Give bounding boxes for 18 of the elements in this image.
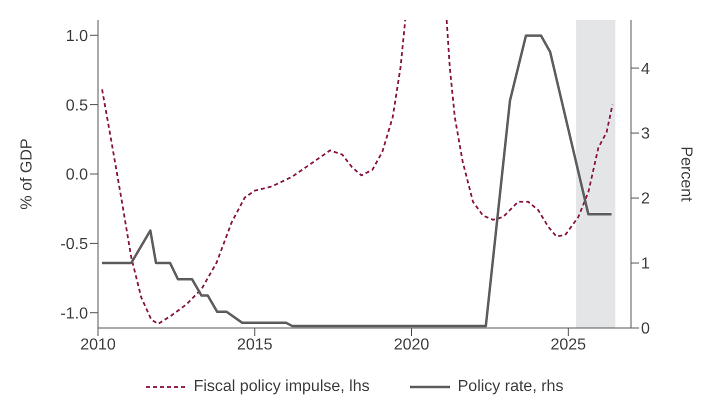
legend-label: Policy rate, rhs	[458, 378, 564, 396]
y-tick-label: -1.0	[60, 305, 88, 322]
y2-tick-label: 4	[641, 60, 650, 78]
legend-label: Fiscal policy impulse, lhs	[194, 378, 370, 396]
x-tick-label: 2020	[394, 336, 430, 354]
x-tick-label: 2025	[550, 336, 586, 354]
y2-tick-label: 1	[641, 256, 650, 273]
y2-tick-label: 2	[641, 190, 650, 208]
y2-tick-label: 3	[641, 126, 650, 143]
y2-tick-label: 0	[641, 320, 650, 338]
y-tick-label: 1.0	[66, 28, 88, 45]
y-tick-label: -0.5	[60, 236, 88, 254]
x-tick-label: 2015	[236, 336, 273, 354]
y-axis-title: % of GDP	[18, 138, 36, 210]
y2-axis-title: Percent	[677, 146, 694, 202]
x-tick-label: 2010	[80, 336, 116, 354]
y-tick-label: 0.5	[66, 97, 88, 114]
y-tick-label: 0.0	[66, 166, 88, 184]
